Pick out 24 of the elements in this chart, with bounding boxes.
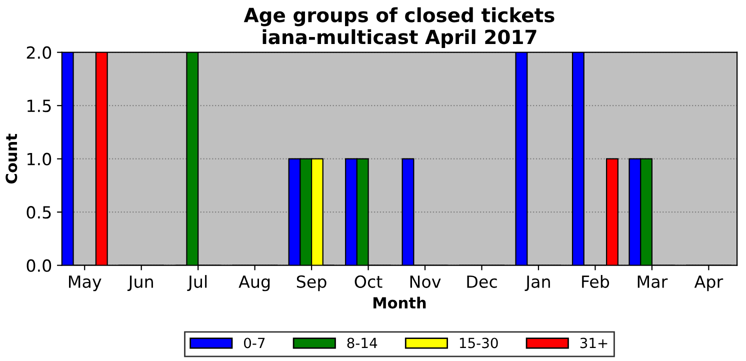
y-tick-label: 2.0 — [26, 46, 52, 59]
x-tick-label: Oct — [354, 275, 382, 288]
chart-title: Age groups of closed tickets iana-multicast April 2017 — [244, 7, 554, 48]
x-tick-label: May — [69, 276, 102, 292]
y-tick-label: 1.5 — [28, 100, 51, 112]
x-tick-label: Mar — [638, 276, 668, 288]
y-tick-label: 1.0 — [28, 152, 52, 166]
x-tick-label: Apr — [694, 276, 724, 292]
legend-label: 31+ — [580, 338, 608, 348]
x-tick-label: Jan — [524, 276, 550, 292]
x-axis-title: Month — [374, 296, 426, 309]
x-tick-label: Jun — [127, 276, 153, 292]
y-tick-label: 0.0 — [26, 259, 52, 272]
legend-label: 0-7 — [244, 338, 265, 348]
x-tick-label: Aug — [238, 276, 270, 292]
x-tick-label: Feb — [582, 275, 610, 288]
y-axis-title: Count — [6, 134, 18, 184]
x-tick-label: Nov — [410, 276, 441, 288]
legend-label: 15-30 — [460, 338, 498, 348]
x-tick-label: Sep — [296, 275, 326, 292]
x-tick-label: Dec — [467, 276, 497, 288]
y-tick-label: 0.5 — [26, 206, 51, 219]
x-tick-label: Jul — [187, 275, 207, 292]
legend-label: 8-14 — [347, 338, 378, 348]
